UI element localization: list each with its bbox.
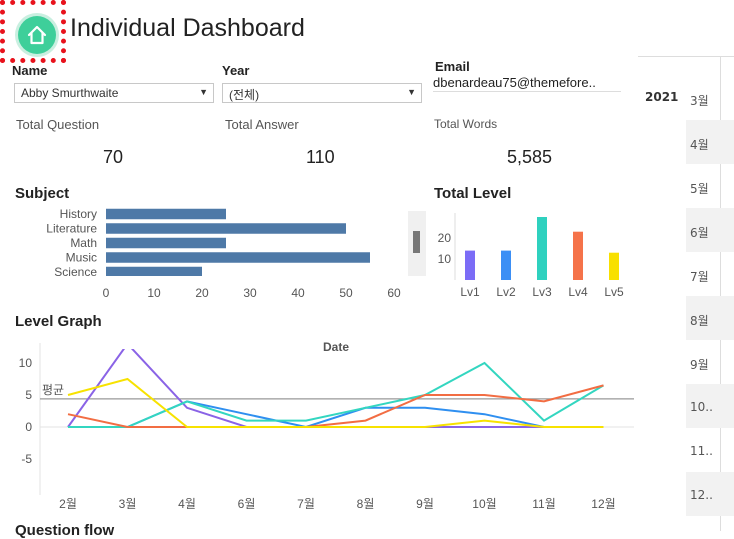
subject-scrollbar[interactable] [408, 211, 426, 276]
subject-bar [106, 223, 346, 234]
subject-x-tick: 10 [147, 286, 161, 300]
subject-category-label: History [60, 207, 97, 221]
date-month-label: 6월 [690, 226, 709, 240]
level-graph-x-tick: 12월 [591, 497, 615, 511]
level-graph-x-tick: 7월 [297, 497, 315, 511]
name-select-value: Abby Smurthwaite [21, 86, 119, 100]
date-cell[interactable] [686, 296, 734, 340]
series-line-lv5 [67, 377, 604, 428]
level-graph-x-tick: 4월 [178, 497, 196, 511]
series-line-lv3 [68, 361, 605, 428]
level-graph-x-tick: 8월 [357, 497, 375, 511]
level-bar [465, 250, 475, 280]
level-graph-x-tick: 2월 [59, 497, 77, 511]
total-answer-value: 110 [306, 147, 335, 167]
level-graph-x-tick: 3월 [119, 497, 137, 511]
year-select[interactable]: (전체) ▼ [222, 83, 422, 103]
subject-x-tick: 50 [339, 286, 353, 300]
home-icon [27, 25, 47, 45]
chevron-down-icon: ▼ [407, 87, 416, 97]
subject-bar [106, 266, 202, 278]
level-graph-x-tick: 9월 [416, 497, 434, 511]
level-bar [573, 231, 583, 280]
level-bar [501, 250, 511, 280]
year-select-value: (전체) [229, 88, 260, 102]
subject-x-tick: 60 [387, 286, 401, 300]
subject-title: Subject [15, 185, 70, 202]
email-label: Email [435, 59, 470, 74]
subject-category-label: Science [54, 265, 97, 279]
level-graph-x-tick: 10월 [472, 497, 496, 511]
name-select[interactable]: Abby Smurthwaite ▼ [14, 83, 214, 103]
page-title: Individual Dashboard [70, 14, 305, 42]
subject-clip-mask [0, 276, 400, 296]
level-x-label: Lv4 [568, 285, 588, 299]
date-month-label: 8월 [690, 314, 709, 328]
level-y-tick: 20 [438, 231, 452, 245]
subject-x-tick: 30 [243, 286, 257, 300]
level-graph-y-tick: 10 [19, 356, 33, 370]
subject-x-tick: 40 [291, 286, 305, 300]
date-month-label: 3월 [690, 94, 709, 108]
total-level-title: Total Level [434, 185, 512, 202]
email-value: dbenardeau75@themefore.. [433, 75, 621, 92]
date-cell[interactable] [686, 120, 734, 164]
date-month-label: 11.. [690, 444, 713, 458]
home-button[interactable] [18, 16, 56, 54]
home-button-highlight [0, 0, 66, 63]
level-x-label: Lv2 [496, 285, 516, 299]
subject-x-tick: 0 [103, 286, 110, 300]
total-answer-label: Total Answer [225, 117, 299, 132]
level-graph-xlabel: Date [323, 340, 349, 354]
date-month-label: 9월 [690, 358, 709, 372]
date-month-label: 12.. [690, 488, 713, 502]
total-level-chart: 10 20 Lv1 Lv2 Lv3 Lv4 Lv5 [438, 213, 624, 299]
subject-x-tick: 20 [195, 286, 209, 300]
level-graph-y-tick: 0 [25, 420, 32, 434]
panel-divider [720, 56, 721, 531]
date-panel: 2021 3월 4월 5월 6월 7월 8월 9월 10.. 11.. 12.. [638, 56, 734, 531]
level-graph-y-tick: 5 [25, 388, 32, 402]
level-x-label: Lv5 [604, 285, 624, 299]
date-cell[interactable] [686, 472, 734, 516]
date-cell[interactable] [686, 208, 734, 252]
total-question-label: Total Question [16, 117, 100, 132]
panel-divider [638, 56, 734, 57]
subject-category-label: Literature [46, 222, 97, 236]
total-question-value: 70 [103, 147, 124, 167]
total-words-value: 5,585 [507, 147, 553, 167]
subject-category-label: Math [70, 236, 97, 250]
date-month-label: 5월 [690, 182, 709, 196]
total-words-label: Total Words [434, 117, 498, 131]
level-graph-title: Level Graph [15, 313, 102, 330]
level-x-label: Lv1 [460, 285, 480, 299]
date-month-label: 7월 [690, 270, 709, 284]
panel-year: 2021 [645, 90, 679, 104]
level-bar [609, 252, 619, 280]
subject-category-label: Music [66, 251, 97, 265]
level-graph-x-tick: 6월 [238, 497, 256, 511]
level-graph-chart: Date 10 5 0 -5 평균 2월 3월 4월 6월 7월 8월 9월 10월 11월 12월 [19, 340, 634, 511]
level-y-tick: 10 [438, 252, 452, 266]
average-label: 평균 [42, 383, 64, 397]
series-line-lv4 [67, 384, 604, 428]
level-graph-y-tick: -5 [21, 452, 32, 466]
date-month-label: 10.. [690, 400, 713, 414]
subject-bar [106, 252, 370, 263]
subject-bar [106, 237, 226, 249]
level-x-label: Lv3 [532, 285, 552, 299]
year-label: Year [222, 63, 250, 78]
name-label: Name [12, 63, 48, 78]
scrollbar-thumb[interactable] [413, 231, 420, 253]
level-graph-x-tick: 11월 [532, 497, 556, 511]
date-month-label: 4월 [690, 138, 709, 152]
chevron-down-icon: ▼ [199, 87, 208, 97]
subject-bar [106, 208, 226, 220]
level-bar [537, 217, 547, 280]
date-cell[interactable] [686, 384, 734, 428]
